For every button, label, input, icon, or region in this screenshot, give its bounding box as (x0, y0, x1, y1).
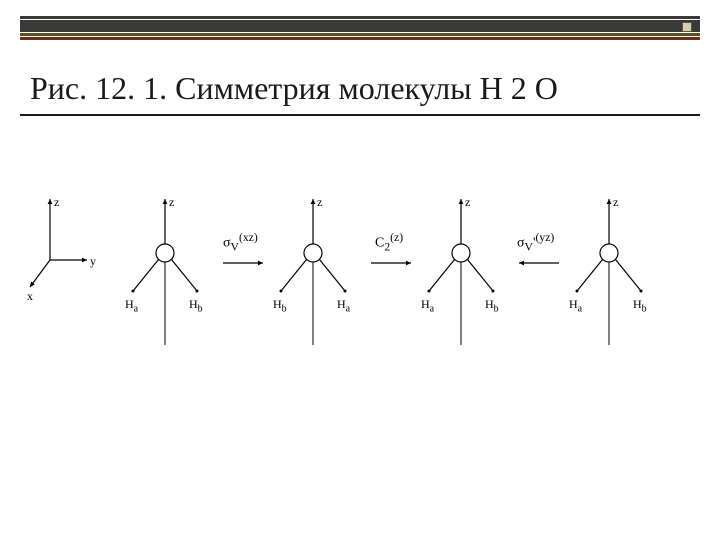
axis-label-x: x (27, 289, 33, 304)
title-underline (20, 114, 700, 116)
molecule-3: z Ha Hb (411, 195, 511, 345)
z-label: z (465, 195, 470, 210)
z-label: z (613, 195, 618, 210)
slide-title: Рис. 12. 1. Симметрия молекулы Н 2 О (30, 70, 558, 107)
axis-label-z: z (54, 195, 59, 210)
h-label-left: Ha (421, 297, 434, 314)
operation-label-1: σV(xz) (223, 231, 258, 253)
coordinate-axes: z y x (25, 195, 105, 325)
operation-arrow-2 (369, 255, 413, 265)
bar-line-3 (20, 33, 700, 36)
h-label-left: Ha (569, 297, 582, 314)
bar-line-2 (20, 20, 700, 32)
operation-label-3: σV'(yz) (517, 231, 554, 253)
h-label-right: Hb (485, 297, 499, 314)
h-label-right: Hb (633, 297, 647, 314)
h-label-left: Ha (125, 297, 138, 314)
z-label: z (169, 195, 174, 210)
axis-label-y: y (90, 254, 96, 269)
symmetry-diagram: z y x z Ha Hb z Hb Ha z Ha Hb z Ha Hb σV(xz) C2(z) σV'(yz… (25, 195, 695, 365)
z-label: z (317, 195, 322, 210)
bar-line-4 (20, 37, 700, 40)
decorative-top-bar (20, 16, 700, 38)
bar-line-1 (20, 16, 700, 19)
h-label-left: Hb (273, 297, 287, 314)
h-label-right: Ha (337, 297, 350, 314)
molecule-2: z Hb Ha (263, 195, 363, 345)
molecule-1: z Ha Hb (115, 195, 215, 345)
operation-arrow-3 (517, 255, 561, 265)
operation-label-2: C2(z) (375, 231, 403, 253)
bullet-icon (682, 22, 692, 32)
operation-arrow-1 (221, 255, 265, 265)
h-label-right: Hb (189, 297, 203, 314)
molecule-4: z Ha Hb (559, 195, 659, 345)
